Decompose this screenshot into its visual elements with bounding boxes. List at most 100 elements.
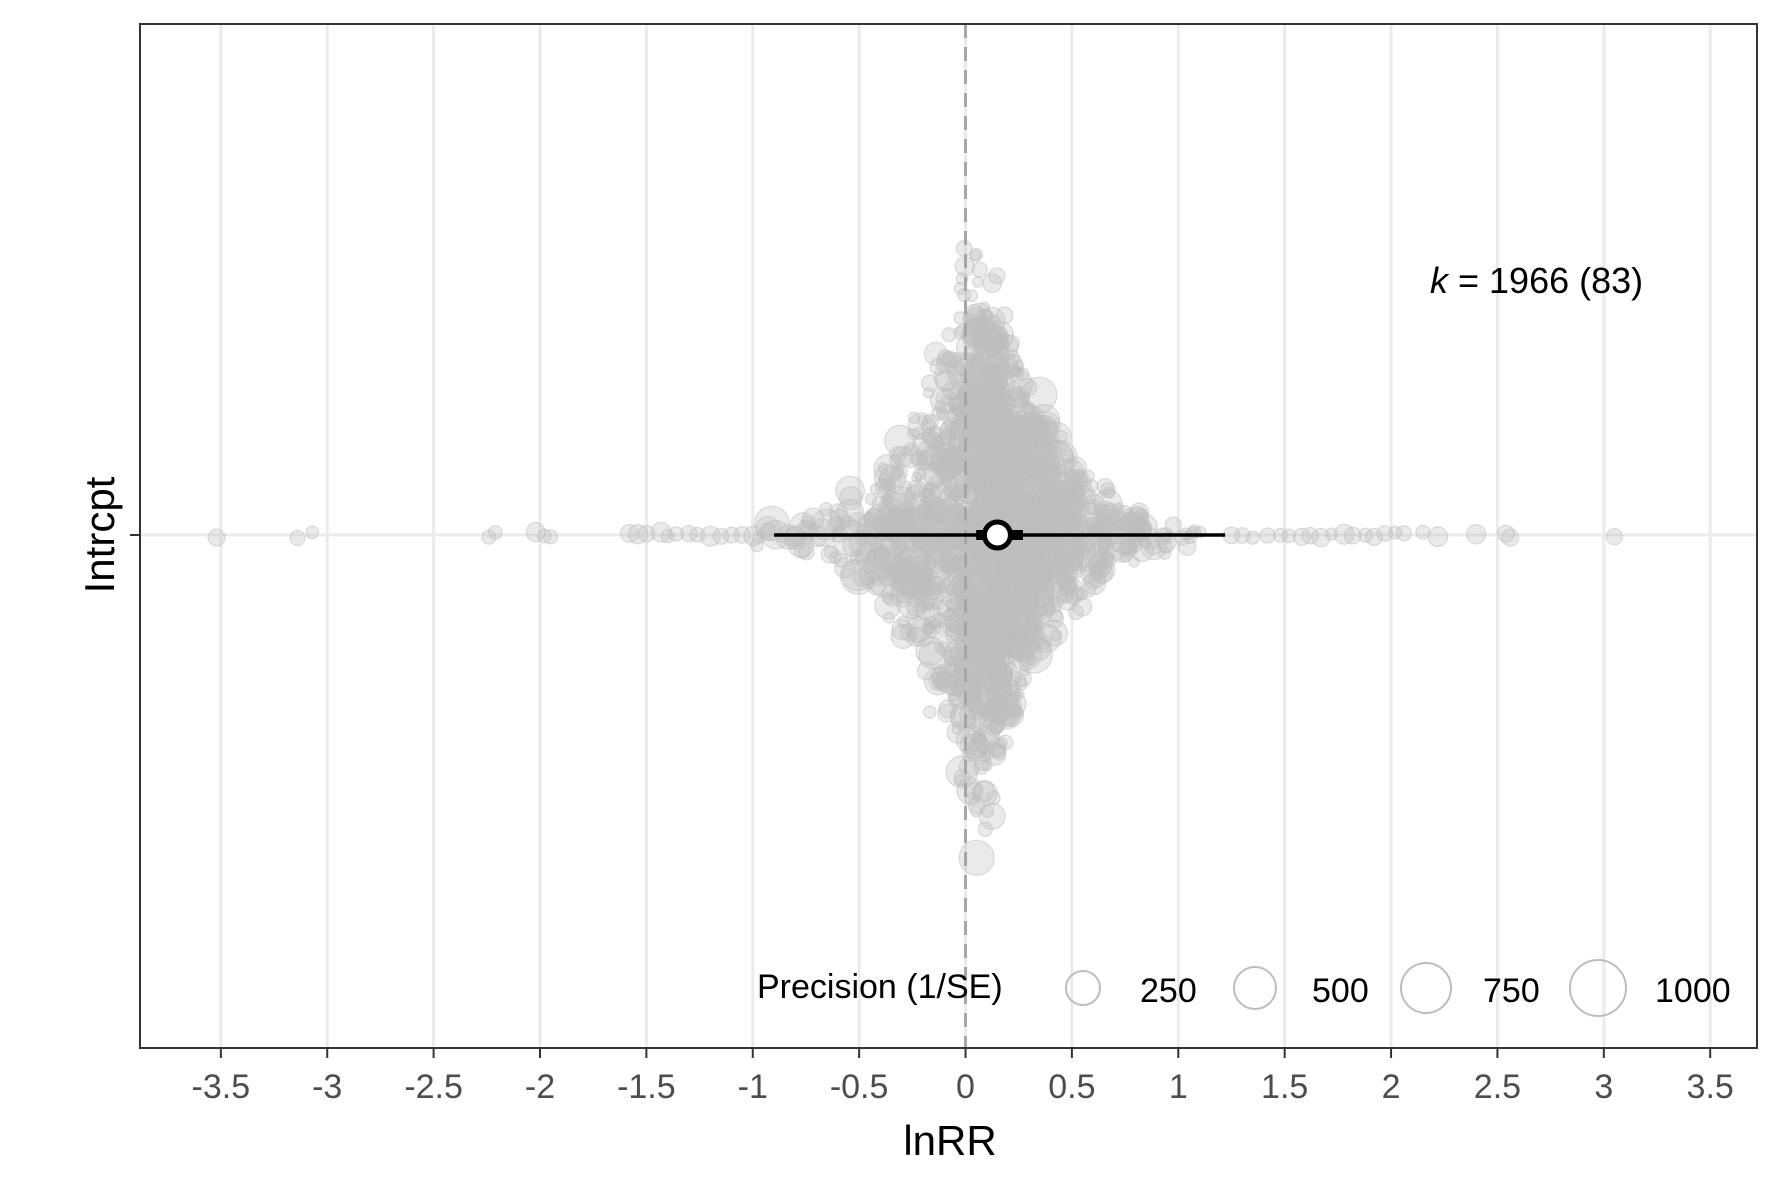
effect-point — [1039, 601, 1056, 618]
effect-point — [1061, 565, 1078, 583]
effect-point — [970, 640, 1002, 671]
effect-point — [982, 273, 1003, 294]
effect-point — [916, 551, 931, 566]
effect-point — [968, 432, 993, 457]
effect-point — [948, 647, 960, 660]
effect-point — [864, 492, 878, 506]
effect-point — [1015, 612, 1030, 627]
effect-point — [832, 519, 870, 557]
effect-point — [965, 289, 979, 303]
effect-point — [922, 413, 939, 431]
x-tick-label: -1 — [738, 1068, 768, 1106]
effect-point — [543, 529, 559, 545]
effect-point — [998, 353, 1024, 378]
effect-point — [984, 363, 997, 376]
effect-point — [900, 583, 917, 599]
effect-point — [958, 352, 977, 370]
pooled-estimate-point — [981, 519, 1013, 551]
effect-point — [305, 525, 320, 540]
effect-point — [958, 839, 995, 876]
effect-point — [896, 615, 910, 628]
effect-point — [862, 512, 877, 527]
effect-point — [927, 434, 945, 452]
x-tick-label: -2.5 — [404, 1068, 463, 1106]
effect-point — [1006, 683, 1020, 698]
effect-point — [1002, 593, 1017, 609]
effect-point — [1028, 403, 1061, 436]
effect-point — [941, 327, 957, 343]
effect-point — [973, 649, 991, 667]
effect-point — [983, 615, 995, 628]
effect-point — [915, 462, 945, 492]
x-tick-label: 1.5 — [1261, 1068, 1308, 1106]
effect-point — [733, 526, 751, 544]
effect-point — [922, 622, 935, 635]
x-tick-label: -0.5 — [830, 1068, 889, 1106]
effect-point — [992, 552, 1010, 570]
effect-point — [1097, 538, 1112, 553]
effect-point — [994, 704, 1020, 730]
effect-point — [976, 679, 989, 692]
effect-point — [995, 306, 1014, 325]
effect-point — [1035, 560, 1051, 576]
effect-point — [1028, 554, 1041, 567]
effect-point — [1019, 582, 1032, 595]
legend-label: 1000 — [1655, 972, 1731, 1010]
effect-point — [908, 507, 922, 521]
effect-point — [1055, 587, 1080, 611]
effect-point — [916, 661, 936, 681]
effect-point — [1084, 517, 1100, 532]
effect-point — [1115, 504, 1134, 523]
effect-point — [999, 443, 1019, 463]
effect-point — [905, 485, 922, 501]
x-tick-label: 0 — [956, 1068, 975, 1106]
effect-point — [948, 560, 961, 572]
effect-point — [1000, 420, 1024, 443]
effect-point — [909, 450, 926, 467]
effect-point — [939, 558, 952, 571]
effect-point — [1064, 476, 1085, 497]
effect-point — [965, 307, 987, 329]
effect-point — [977, 715, 990, 728]
effect-point — [991, 497, 1003, 509]
effect-point — [878, 465, 907, 493]
effect-point — [882, 570, 896, 583]
effect-point — [953, 459, 983, 489]
effect-point — [976, 351, 990, 365]
effect-point — [931, 405, 947, 421]
effect-point — [946, 405, 966, 425]
effect-point — [941, 350, 958, 368]
k-symbol: k — [1430, 260, 1450, 301]
legend-label: 250 — [1140, 972, 1197, 1010]
effect-point — [1040, 619, 1069, 647]
effect-point — [1080, 563, 1101, 584]
effect-point — [1023, 626, 1038, 641]
effect-point — [880, 491, 893, 504]
x-tick-label: 3 — [1594, 1068, 1613, 1106]
effect-point — [974, 556, 990, 573]
effect-point — [887, 505, 901, 519]
effect-point — [914, 593, 934, 613]
legend-label: 750 — [1483, 972, 1540, 1010]
effect-point — [1427, 526, 1449, 548]
effect-point — [879, 534, 899, 554]
effect-point — [1004, 381, 1022, 399]
effect-point — [918, 525, 933, 541]
effect-point — [964, 781, 982, 800]
effect-point — [1119, 551, 1132, 564]
effect-point — [1071, 536, 1085, 549]
effect-point — [874, 592, 902, 620]
effect-point — [876, 503, 898, 525]
effect-point — [1004, 394, 1016, 407]
effect-point — [1051, 572, 1064, 585]
effect-point — [991, 656, 1004, 669]
effect-point — [1177, 537, 1197, 557]
x-tick-label: 2.5 — [1474, 1068, 1521, 1106]
effect-point — [1015, 677, 1028, 691]
effect-point — [1087, 498, 1102, 513]
effect-point — [834, 557, 856, 579]
effect-point — [980, 804, 995, 818]
effect-point — [919, 532, 942, 555]
effect-point — [1048, 608, 1064, 623]
